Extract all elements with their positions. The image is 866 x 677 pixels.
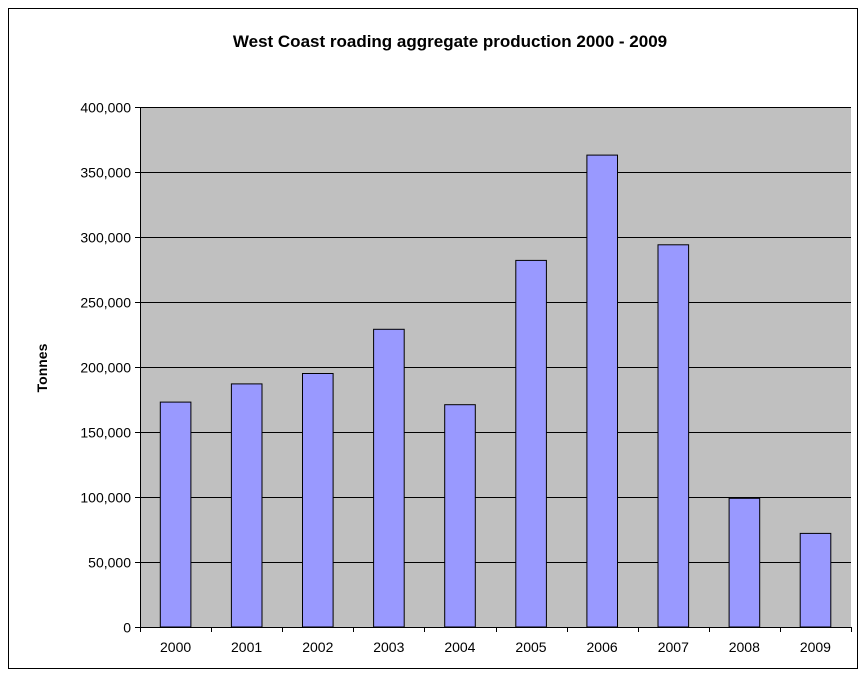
bar-2000 <box>159 401 192 628</box>
x-tick-label: 2004 <box>444 639 475 655</box>
bar-2002 <box>302 373 334 628</box>
y-tick-label: 50,000 <box>88 555 131 571</box>
bar-2008 <box>728 497 761 628</box>
bar-2005 <box>515 259 547 628</box>
x-tick-label: 2000 <box>160 639 191 655</box>
y-tick-label: 250,000 <box>80 295 131 311</box>
chart-title: West Coast roading aggregate production … <box>233 32 667 51</box>
bar-2007 <box>657 244 690 628</box>
x-tick-label: 2006 <box>587 639 618 655</box>
y-tick-label: 400,000 <box>80 100 131 116</box>
y-tick-label: 100,000 <box>80 490 131 506</box>
x-tick-label: 2009 <box>800 639 831 655</box>
y-tick-labels: 0 50,000 100,000 150,000 200,000 250,000 300,0… <box>80 100 131 636</box>
y-axis-title: Tonnes <box>34 343 50 392</box>
bar-2006 <box>586 154 619 628</box>
y-tick-label: 0 <box>123 620 131 636</box>
bars <box>159 154 832 628</box>
bar-2004 <box>444 404 476 628</box>
x-tick-label: 2008 <box>729 639 760 655</box>
axes <box>135 107 852 632</box>
x-tick-label: 2003 <box>373 639 404 655</box>
bar-2009 <box>799 532 832 628</box>
x-tick-label: 2005 <box>515 639 546 655</box>
y-tick-label: 350,000 <box>80 165 131 181</box>
x-tick-label: 2001 <box>231 639 262 655</box>
bar-2003 <box>373 328 405 628</box>
x-tick-label: 2002 <box>302 639 333 655</box>
y-tick-label: 150,000 <box>80 425 131 441</box>
x-tick-labels: 2000 2001 2002 2003 2004 2005 2006 2007 2008 2009 <box>160 639 831 655</box>
x-tick-label: 2007 <box>658 639 689 655</box>
y-tick-label: 200,000 <box>80 360 131 376</box>
bar-2001 <box>230 383 263 628</box>
y-tick-label: 300,000 <box>80 230 131 246</box>
